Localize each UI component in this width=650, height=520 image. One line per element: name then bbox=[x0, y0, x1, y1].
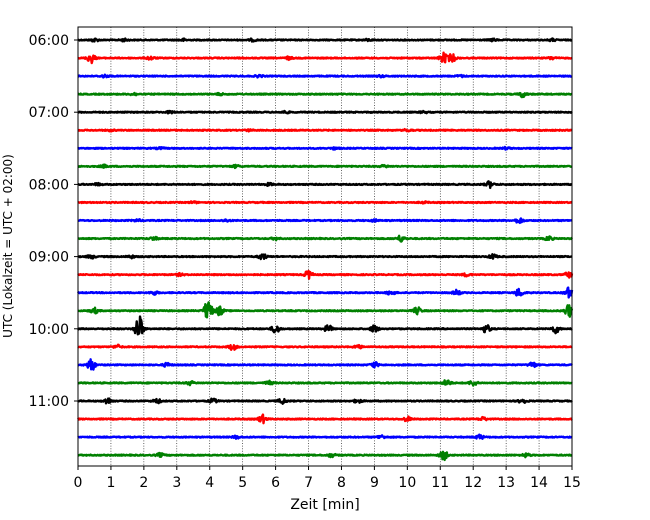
trace-line bbox=[77, 343, 573, 351]
trace-group bbox=[76, 37, 574, 462]
x-axis-label: Zeit [min] bbox=[290, 497, 359, 513]
trace-line bbox=[77, 163, 573, 170]
trace-line bbox=[77, 73, 573, 79]
trace-line bbox=[77, 397, 573, 405]
y-axis-label: UTC (Lokalzeit = UTC + 02:00) bbox=[1, 154, 15, 338]
trace-line bbox=[77, 217, 573, 225]
x-tick-label: 3 bbox=[172, 475, 181, 491]
x-tick-label: 1 bbox=[106, 475, 115, 491]
trace-line bbox=[77, 128, 573, 133]
trace-line bbox=[77, 91, 573, 99]
x-tick-label: 8 bbox=[337, 475, 346, 491]
x-tick-label: 9 bbox=[370, 475, 379, 491]
plot-area bbox=[78, 27, 572, 466]
y-tick-label: 10:00 bbox=[29, 322, 69, 338]
x-tick-label: 14 bbox=[530, 475, 548, 491]
x-tick-label: 5 bbox=[238, 475, 247, 491]
x-tick-label: 6 bbox=[271, 475, 280, 491]
trace-line bbox=[77, 145, 573, 151]
y-tick-label: 09:00 bbox=[29, 250, 69, 266]
x-tick-label: 2 bbox=[139, 475, 148, 491]
y-axis-ticks: 06:00 07:00 08:00 09:00 10:00 11:00 bbox=[29, 33, 78, 410]
y-tick-label: 08:00 bbox=[29, 177, 69, 193]
vertical-grid bbox=[110, 27, 540, 466]
x-tick-label: 15 bbox=[563, 475, 581, 491]
trace-line bbox=[77, 301, 574, 319]
trace-line bbox=[77, 234, 573, 243]
y-tick-label: 11:00 bbox=[29, 394, 69, 410]
trace-line bbox=[77, 51, 573, 65]
x-tick-label: 11 bbox=[431, 475, 449, 491]
trace-line bbox=[77, 450, 573, 462]
trace-line bbox=[77, 180, 573, 190]
trace-line bbox=[77, 379, 573, 387]
y-tick-label: 06:00 bbox=[29, 33, 69, 49]
x-tick-label: 7 bbox=[304, 475, 313, 491]
x-axis-ticks: 0 1 2 3 4 5 6 7 8 9 10 11 12 13 14 15 bbox=[74, 466, 581, 491]
trace-line bbox=[77, 253, 573, 261]
y-tick-label: 07:00 bbox=[29, 105, 69, 121]
trace-line bbox=[77, 358, 573, 371]
x-tick-label: 12 bbox=[464, 475, 482, 491]
x-tick-label: 4 bbox=[205, 475, 214, 491]
plot-frame bbox=[77, 26, 573, 467]
trace-line bbox=[77, 200, 573, 205]
x-tick-label: 10 bbox=[398, 475, 416, 491]
x-tick-label: 0 bbox=[74, 475, 83, 491]
trace-line bbox=[77, 269, 574, 280]
trace-line bbox=[77, 109, 573, 115]
trace-line bbox=[77, 433, 573, 440]
trace-line bbox=[76, 413, 573, 425]
trace-line bbox=[77, 315, 573, 336]
x-tick-label: 13 bbox=[497, 475, 515, 491]
trace-line bbox=[77, 37, 573, 43]
trace-line bbox=[76, 286, 574, 299]
